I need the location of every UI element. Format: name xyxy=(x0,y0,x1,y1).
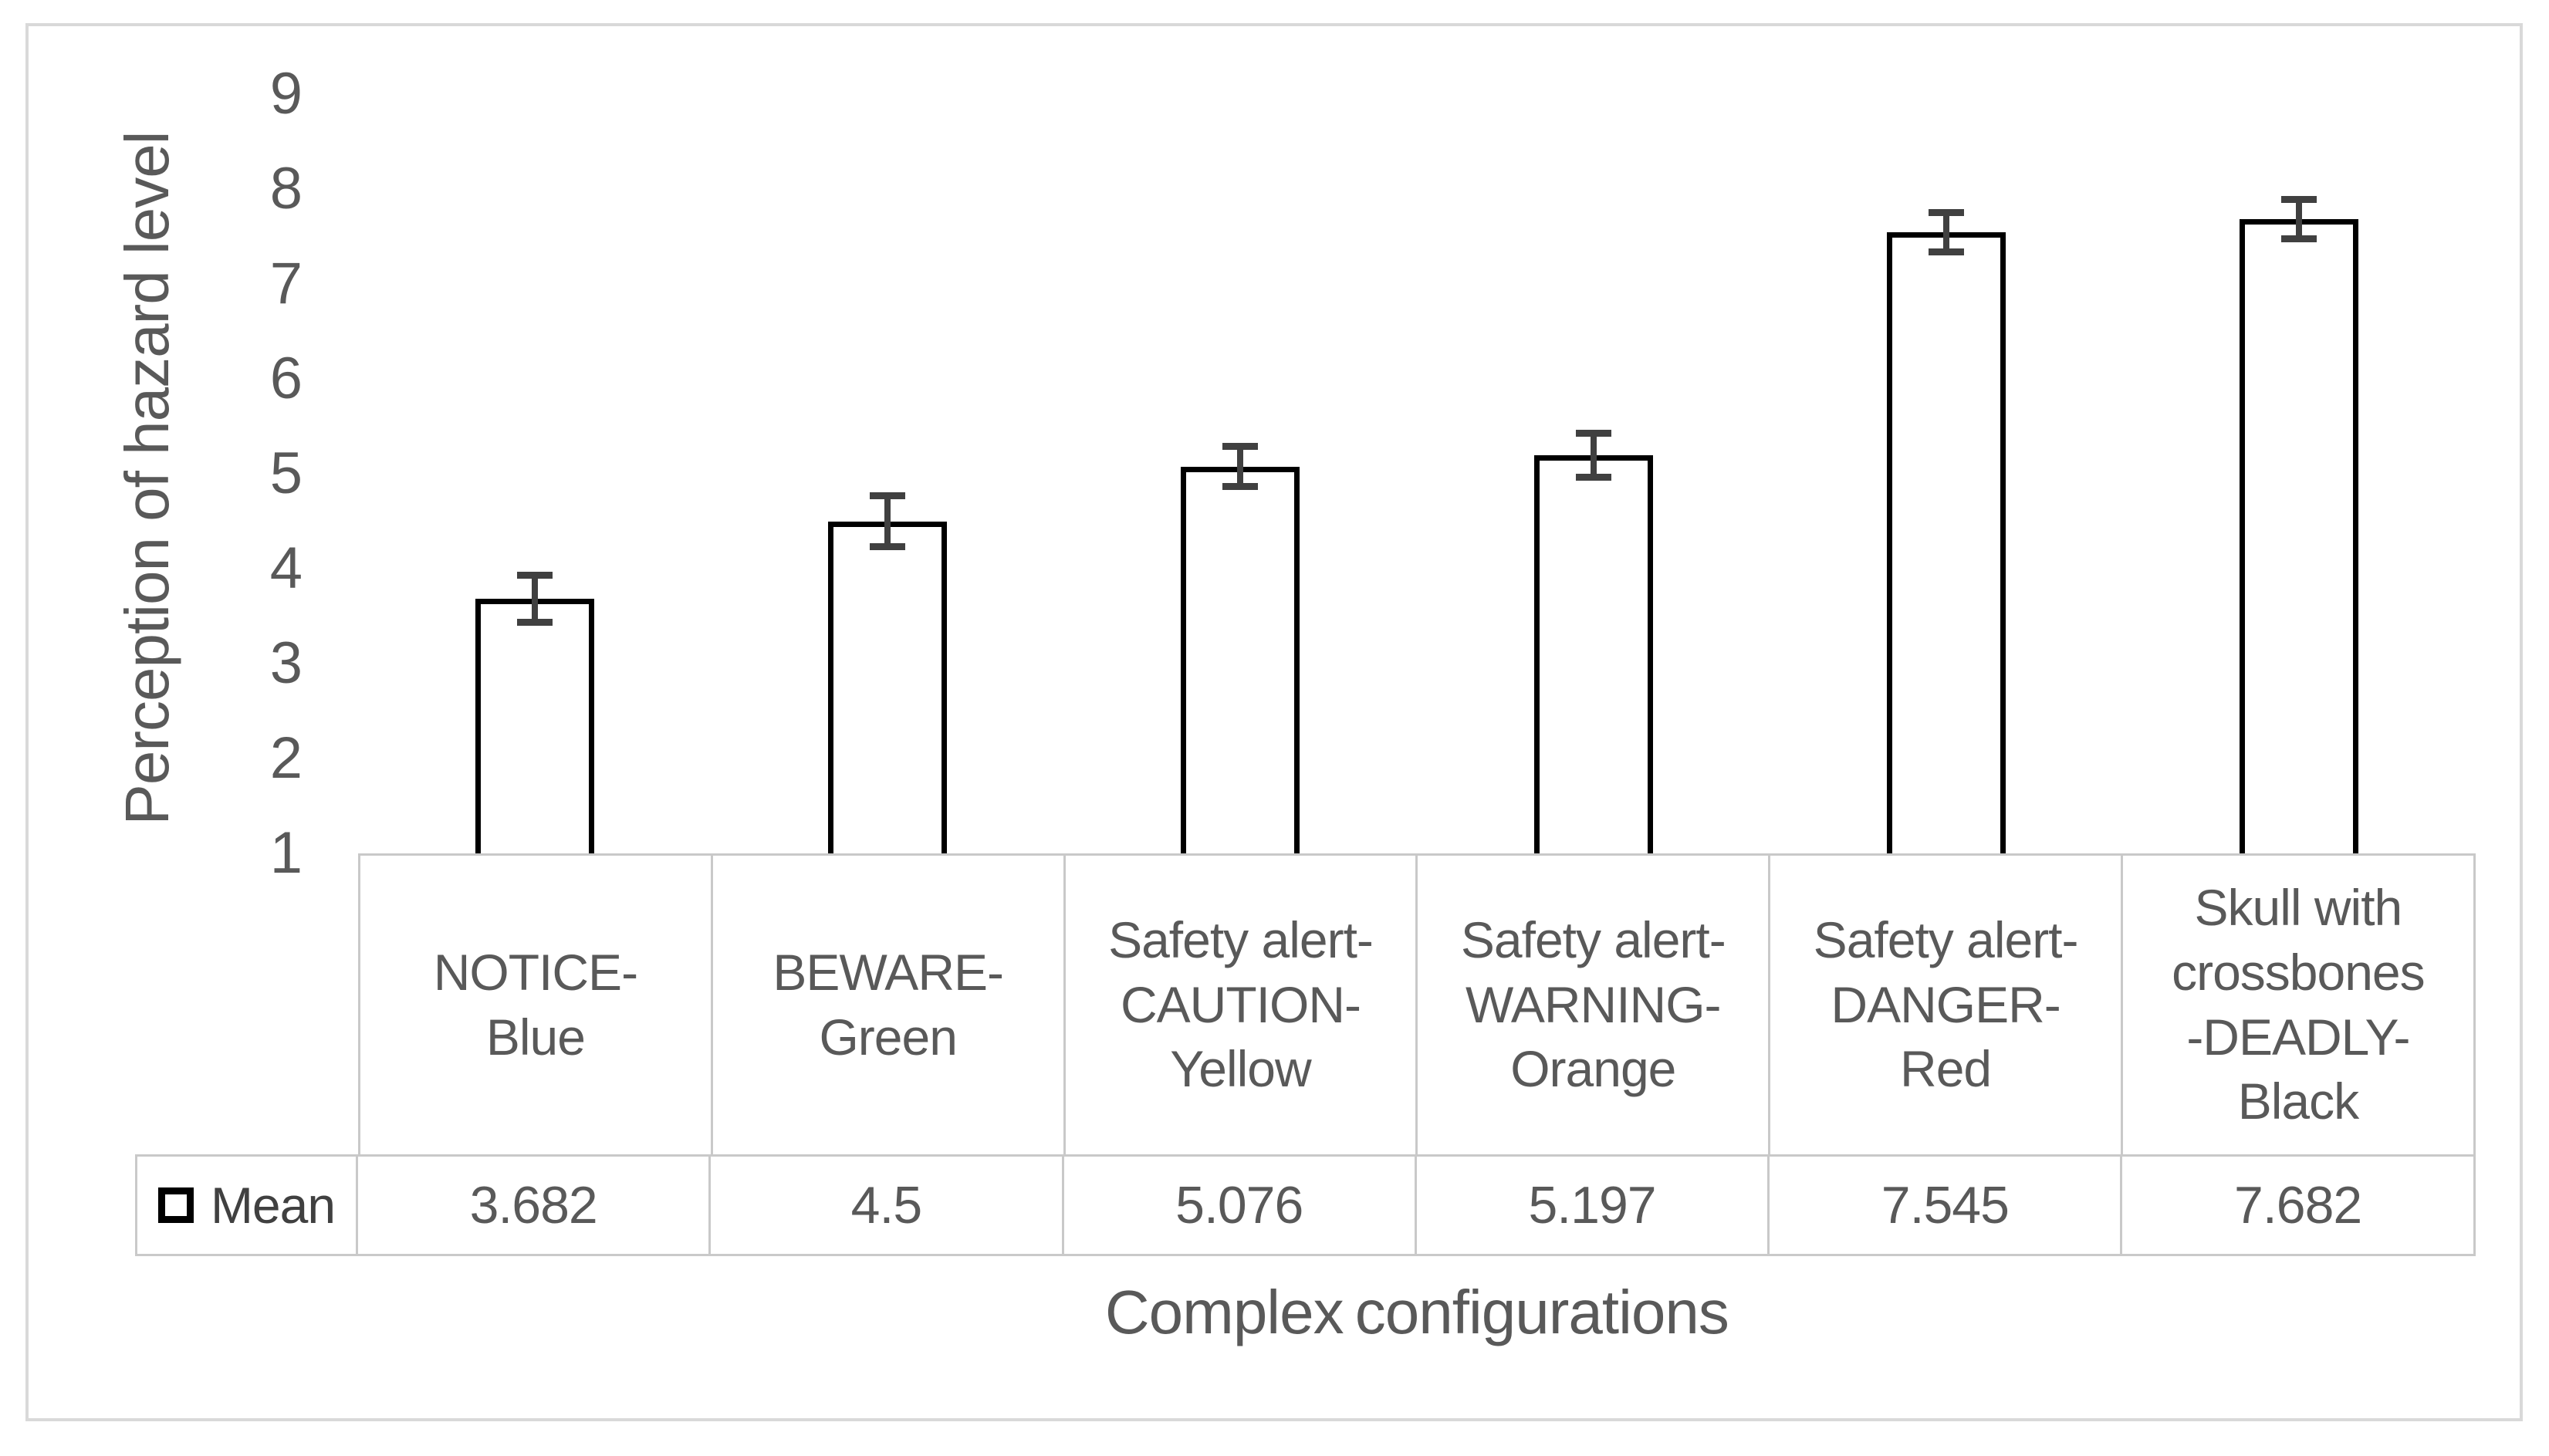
error-bar-cap xyxy=(1575,473,1611,481)
mean-value-row: Mean 3.682 4.5 5.076 5.197 7.545 7.682 xyxy=(135,1154,2476,1256)
category-label-cell: Safety alert- WARNING- Orange xyxy=(1418,856,1771,1154)
bar xyxy=(2240,219,2359,853)
category-label-cell: BEWARE- Green xyxy=(713,856,1066,1154)
error-bar-cap xyxy=(1928,248,1964,256)
legend-label: Mean xyxy=(210,1177,336,1234)
bar xyxy=(1886,231,2006,853)
error-bar-cap xyxy=(516,619,553,627)
mean-value-cell: 4.5 xyxy=(711,1157,1064,1254)
bar xyxy=(475,599,594,853)
mean-series-swatch-icon xyxy=(157,1187,194,1223)
category-label-cell: Safety alert- CAUTION- Yellow xyxy=(1066,856,1418,1154)
category-label-cell: Safety alert- DANGER- Red xyxy=(1770,856,2123,1154)
bar xyxy=(1533,454,1653,853)
error-bar-cap xyxy=(1222,482,1259,490)
y-tick-label: 7 xyxy=(269,251,303,316)
category-label-cell: Skull with crossbones -DEADLY- Black xyxy=(2172,878,2426,1130)
error-bar-cap xyxy=(869,492,905,499)
error-bar-cap xyxy=(1575,429,1611,437)
y-tick-label: 9 xyxy=(269,61,303,127)
y-tick-label: 1 xyxy=(269,820,303,886)
mean-value-cell: 5.197 xyxy=(1417,1157,1770,1254)
y-axis-title: Perception of hazard level xyxy=(113,131,181,826)
error-bar xyxy=(531,575,538,623)
mean-value-cell: 5.076 xyxy=(1064,1157,1417,1254)
error-bar xyxy=(1942,212,1949,252)
mean-value-cell: 3.682 xyxy=(358,1157,712,1254)
legend-cell: Mean xyxy=(137,1157,358,1254)
mean-value-cell: 7.682 xyxy=(2234,1176,2362,1235)
error-bar-cap xyxy=(2281,195,2317,203)
mean-value-cell: 7.545 xyxy=(1770,1157,2123,1254)
error-bar xyxy=(884,495,891,547)
error-bar-cap xyxy=(2281,235,2317,243)
y-tick-label: 4 xyxy=(269,535,303,601)
x-axis-title: Complex configurations xyxy=(1104,1278,1729,1346)
y-tick-label: 8 xyxy=(269,156,303,221)
y-tick-label: 5 xyxy=(269,441,303,506)
bar xyxy=(827,521,947,853)
y-tick-label: 2 xyxy=(269,725,303,791)
y-tick-label: 3 xyxy=(269,630,303,696)
category-label-row: NOTICE- Blue BEWARE- Green Safety alert- C… xyxy=(358,853,2476,1154)
error-bar xyxy=(2296,199,2303,239)
bar xyxy=(1181,466,1300,853)
error-bar-cap xyxy=(1222,443,1259,451)
category-label-cell: NOTICE- Blue xyxy=(360,856,713,1154)
y-tick-label: 6 xyxy=(269,346,303,411)
error-bar xyxy=(1590,433,1597,478)
error-bar-cap xyxy=(1928,208,1964,216)
error-bar-cap xyxy=(869,543,905,551)
error-bar-cap xyxy=(516,571,553,579)
error-bar xyxy=(1237,446,1244,487)
